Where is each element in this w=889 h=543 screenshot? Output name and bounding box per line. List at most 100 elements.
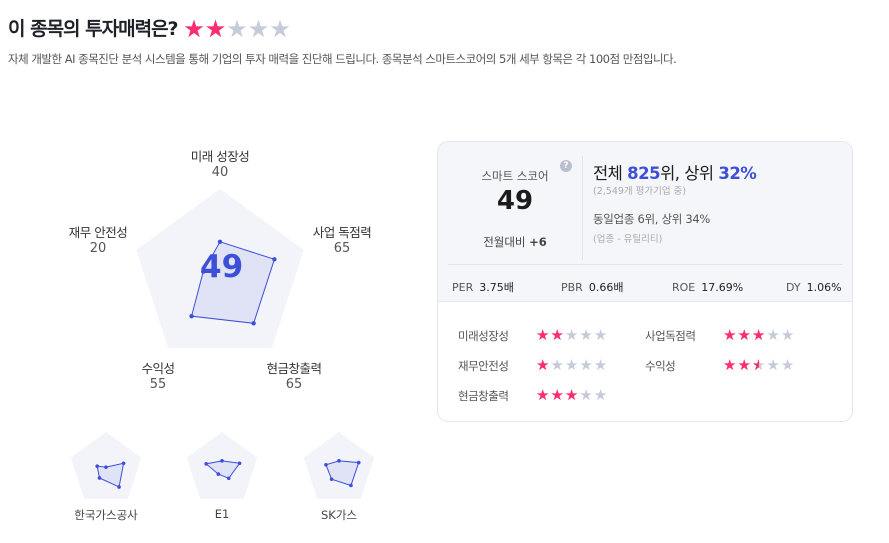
data-point: [272, 257, 277, 262]
data-point: [337, 459, 341, 463]
star-icon: ★★: [723, 356, 737, 374]
axis-value-cash: 65: [285, 377, 303, 392]
industry-rank: 동일업종 6위, 상위 34%: [593, 212, 711, 226]
axis-label-stability: 재무 안전성: [68, 225, 128, 240]
star-icon: ★: [766, 356, 780, 374]
star-icon: ★: [564, 356, 579, 374]
data-point: [324, 462, 328, 467]
score-change: 전월대비 +6: [483, 234, 547, 250]
star-icon: ★: [593, 386, 608, 404]
star-icon: ★: [766, 326, 780, 344]
data-point: [95, 464, 100, 468]
axis-label-cash: 현금창출력: [266, 361, 322, 376]
star-icon: ★★: [751, 326, 766, 344]
pentagon-background: [303, 432, 375, 499]
pentagon-background: [186, 432, 258, 499]
rating-row: 재무안전성 ★ ★ ★ ★ ★ ★: [458, 355, 607, 374]
data-point: [97, 476, 102, 480]
star-icon: ★★: [536, 356, 550, 374]
axis-label-future: 미래 성장성: [190, 149, 250, 164]
star-icon: ★★: [737, 326, 751, 344]
data-point: [201, 269, 206, 274]
data-point: [217, 239, 223, 244]
star-icon: ★★: [751, 356, 766, 374]
axis-label-profit: 수익성: [141, 361, 175, 376]
data-point: [204, 462, 208, 466]
metric-pbr: PBR 0.66배: [561, 276, 623, 295]
star-icon: ★: [564, 326, 579, 344]
star-icon: ★: [579, 386, 593, 404]
peer-name[interactable]: SK가스: [320, 508, 358, 522]
axis-value-monopoly: 65: [333, 241, 351, 256]
star-icon: ★: [226, 15, 247, 43]
rank-number: 825: [627, 164, 661, 183]
score-value: 49: [496, 186, 534, 216]
data-point: [189, 313, 194, 319]
star-icon: ★: [780, 326, 795, 344]
rank-note: (2,549개 평가기업 중): [593, 186, 687, 197]
metric-key: DY: [786, 281, 801, 294]
data-point: [216, 472, 221, 476]
rank-percent: 32%: [718, 164, 757, 183]
data-point: [237, 461, 242, 466]
peer-name[interactable]: E1: [214, 507, 230, 521]
star-rating: ★★★★★★★★: [536, 388, 607, 403]
subtitle: 자체 개발한 AI 종목진단 분석 시스템을 통해 기업의 투자 매력을 진단해…: [8, 52, 677, 66]
metric-value: 17.69%: [701, 281, 744, 294]
rating-row: 미래성장성 ★ ★ ★ ★ ★ ★ ★: [458, 325, 607, 344]
axis-value-profit: 55: [149, 377, 167, 392]
star-rating: ★★★★★★★★: [723, 328, 794, 343]
title-star-rating: ★ ★ ★ ★ ★ ★ ★: [183, 15, 291, 43]
smart-score-card: 스마트 스코어 49 전월대비 +6 ? 전체 825위, 상위 32% (2,…: [437, 141, 853, 422]
star-icon: ★: [550, 356, 564, 374]
star-icon: ★: [780, 356, 795, 374]
card-summary: [438, 142, 852, 302]
star-icon: ★★: [564, 386, 579, 404]
score-label: 스마트 스코어: [481, 169, 549, 183]
question-circle-icon[interactable]: ?: [560, 160, 572, 172]
star-icon: ★★: [536, 386, 550, 404]
data-point: [356, 460, 361, 465]
star-icon: ★★: [737, 356, 751, 374]
metric-key: ROE: [672, 281, 696, 294]
rating-label: 현금창출력: [458, 389, 509, 403]
rating-row: 현금창출력 ★ ★ ★ ★ ★ ★ ★ ★: [458, 385, 607, 404]
peer-name[interactable]: 한국가스공사: [74, 508, 138, 522]
page-title: 이 종목의 투자매력은? ★ ★ ★ ★ ★ ★ ★: [8, 14, 291, 43]
divider: [582, 156, 583, 260]
data-point: [226, 476, 231, 481]
star-icon: ★★: [183, 15, 204, 43]
star-icon: ★: [593, 356, 608, 374]
rank-prefix: 전체: [593, 164, 628, 183]
title-text: 이 종목의 투자매력은?: [8, 18, 179, 40]
metric-value: 1.06%: [806, 281, 842, 294]
rank-mid: 위, 상위: [660, 164, 719, 183]
peer-polygon: [325, 460, 360, 487]
metric-per: PER 3.75배: [452, 276, 514, 295]
rating-label: 사업독점력: [645, 329, 696, 343]
axis-value-future: 40: [211, 165, 229, 180]
star-icon: ★★: [723, 326, 737, 344]
star-icon: ★★: [550, 326, 564, 344]
star-icon: ★: [269, 15, 290, 43]
metric-value: 3.75배: [479, 281, 514, 294]
data-point: [104, 465, 108, 469]
change-value: +6: [529, 235, 547, 249]
rating-row: 수익성★★★★★★★★: [645, 355, 794, 374]
divider: [448, 264, 843, 265]
metric-roe: ROE 17.69%: [672, 276, 743, 295]
star-rating: ★ ★ ★ ★ ★ ★: [536, 358, 607, 373]
rating-label: 수익성: [645, 359, 676, 373]
star-icon: ★: [579, 356, 593, 374]
star-icon: ★: [247, 15, 269, 43]
star-icon: ★★: [550, 386, 564, 404]
data-point: [121, 461, 126, 466]
data-point: [349, 483, 353, 488]
data-point: [329, 477, 334, 481]
industry-note: (업종 - 유틸리티): [593, 234, 663, 245]
metric-key: PBR: [561, 281, 583, 294]
score-polygon: [190, 241, 276, 324]
star-icon: ★: [593, 326, 608, 344]
data-point: [251, 321, 256, 326]
